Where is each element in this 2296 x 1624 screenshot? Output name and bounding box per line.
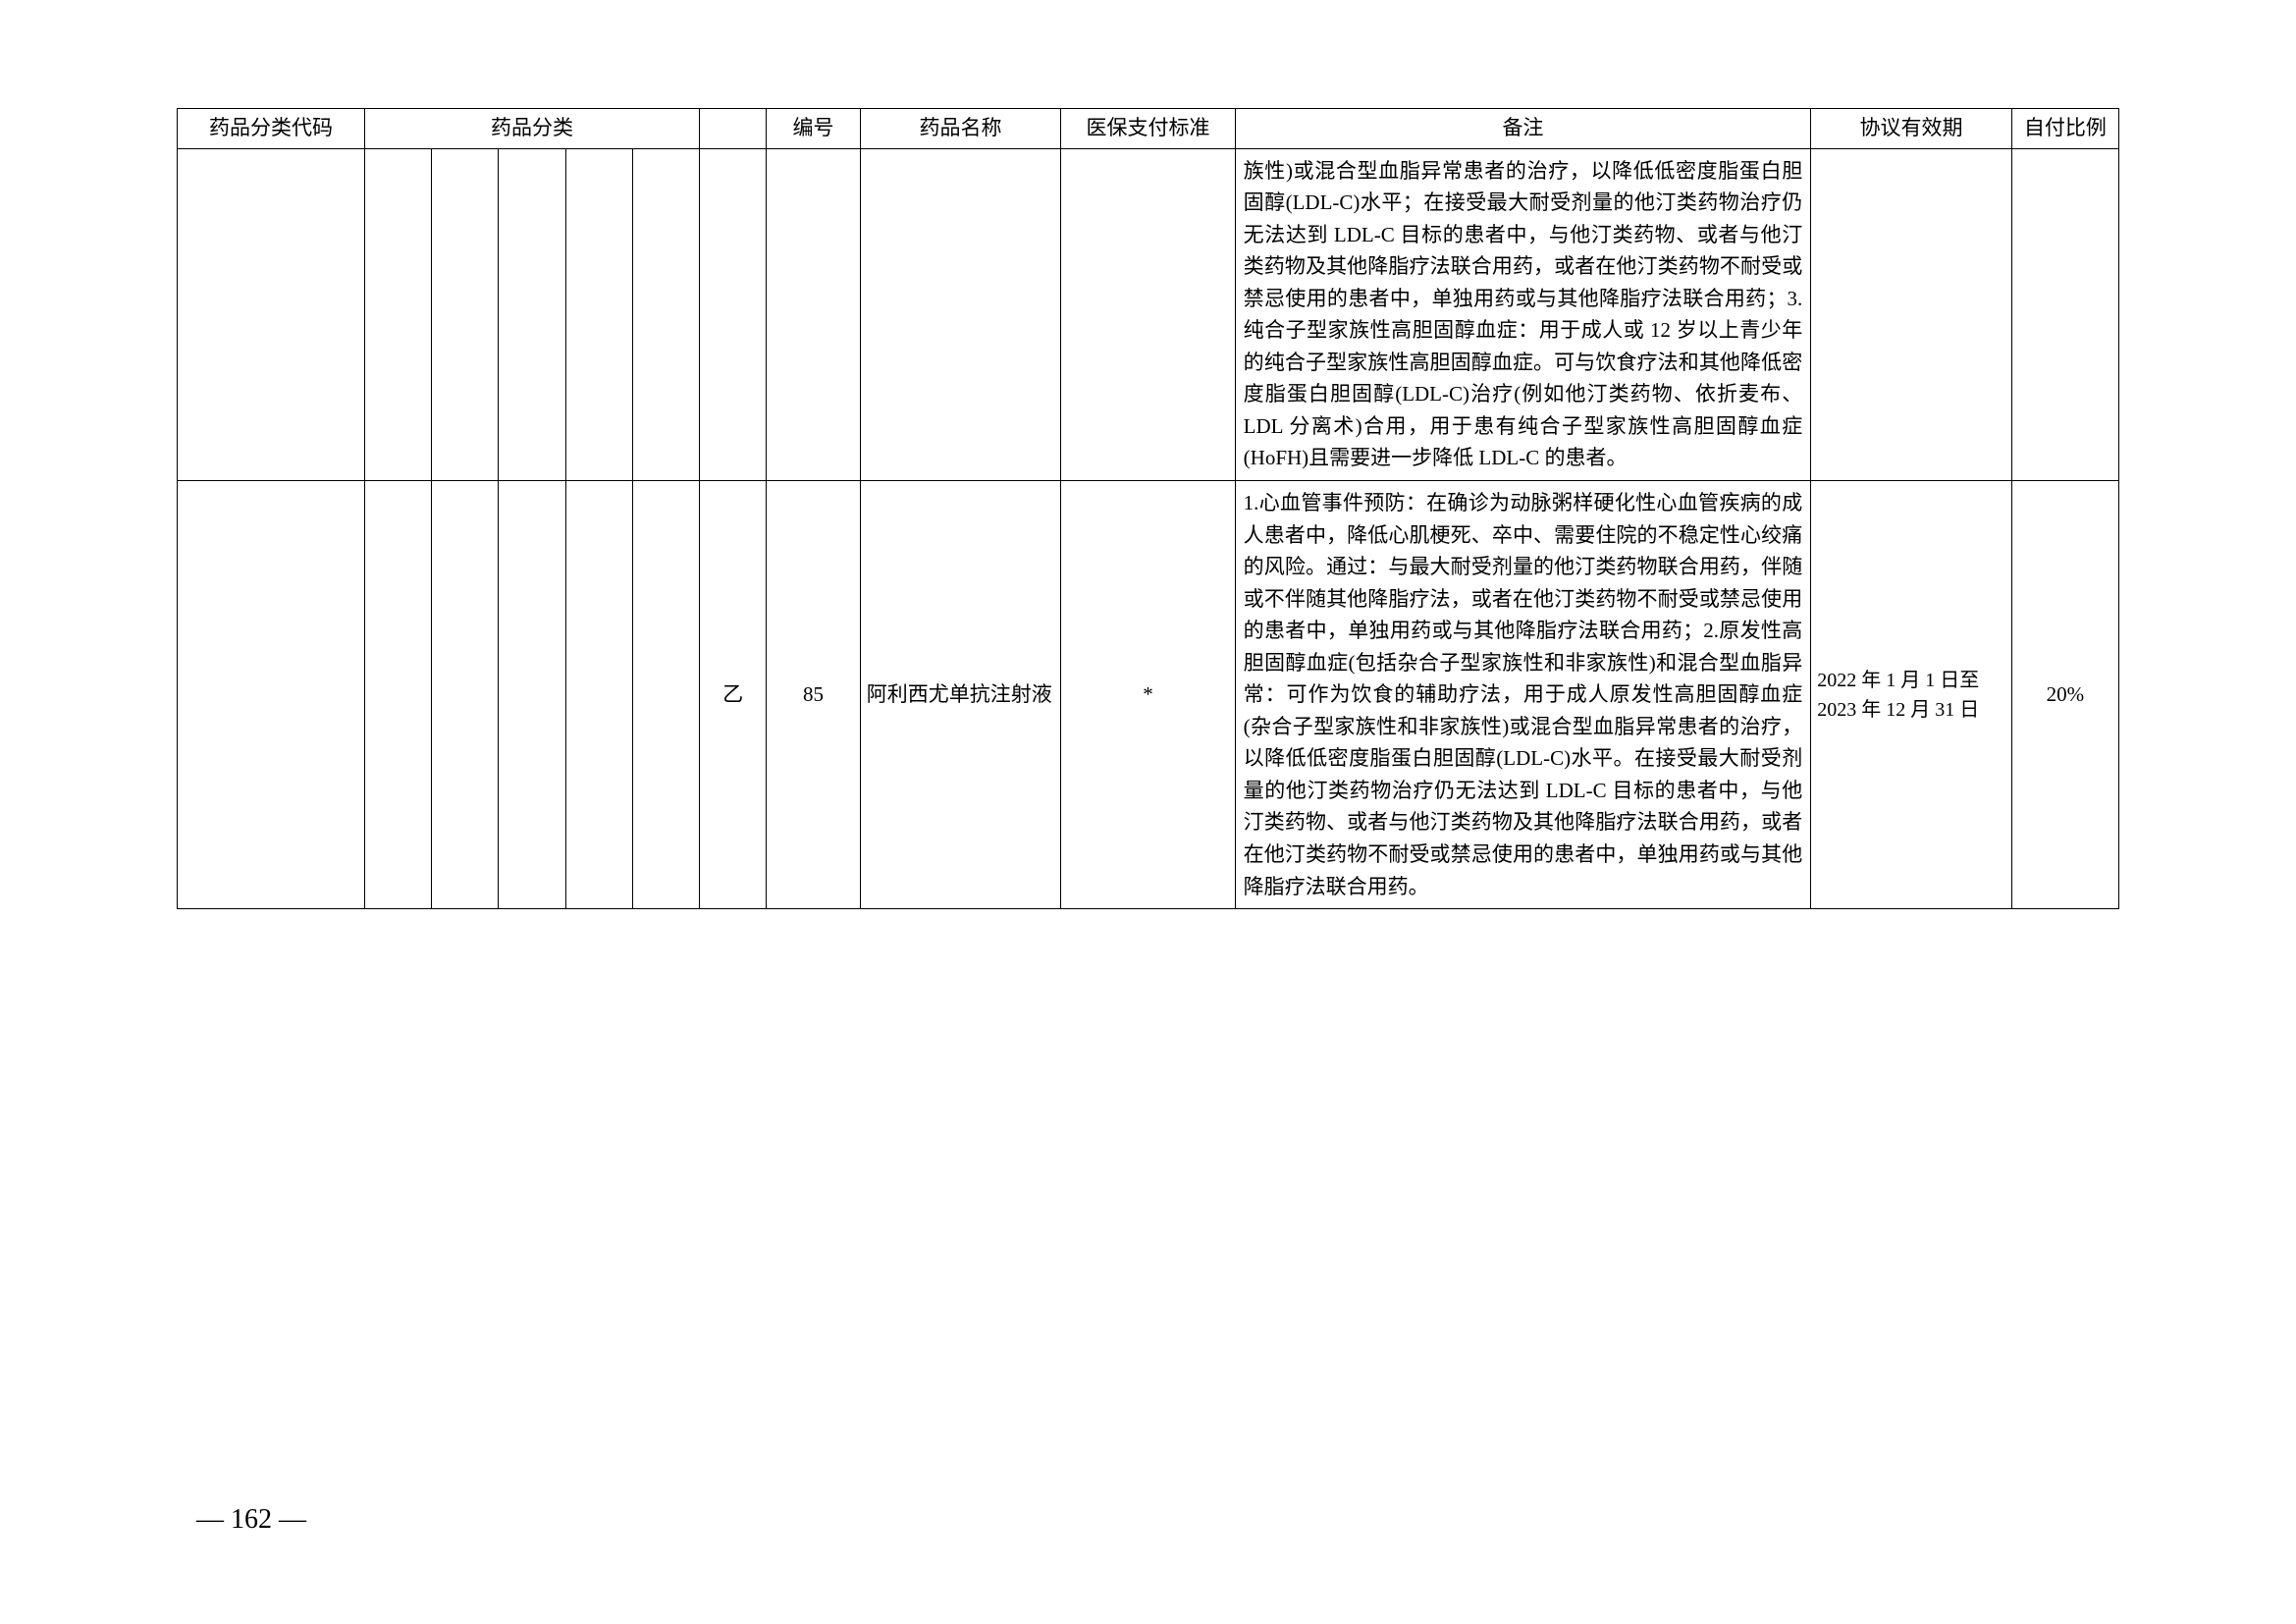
cell-ratio	[2011, 148, 2118, 480]
cell-period: 2022 年 1 月 1 日至2023 年 12 月 31 日	[1811, 480, 2012, 908]
cell-name: 阿利西尤单抗注射液	[860, 480, 1061, 908]
cell-cat5	[632, 480, 699, 908]
header-row: 药品分类代码 药品分类 编号 药品名称 医保支付标准 备注 协议有效期 自付比例	[178, 109, 2119, 149]
page-number: — 162 —	[196, 1504, 306, 1536]
cell-cat3	[499, 148, 565, 480]
cell-cat4	[565, 480, 632, 908]
cell-num: 85	[767, 480, 860, 908]
cell-class: 乙	[700, 480, 767, 908]
table-header: 药品分类代码 药品分类 编号 药品名称 医保支付标准 备注 协议有效期 自付比例	[178, 109, 2119, 149]
cell-remark: 族性)或混合型血脂异常患者的治疗，以降低低密度脂蛋白胆固醇(LDL-C)水平；在…	[1235, 148, 1811, 480]
cell-cat4	[565, 148, 632, 480]
cell-cat1	[364, 480, 431, 908]
header-std: 医保支付标准	[1061, 109, 1235, 149]
cell-remark: 1.心血管事件预防：在确诊为动脉粥样硬化性心血管疾病的成人患者中，降低心肌梗死、…	[1235, 480, 1811, 908]
cell-cat5	[632, 148, 699, 480]
cell-class	[700, 148, 767, 480]
header-num: 编号	[767, 109, 860, 149]
header-remark: 备注	[1235, 109, 1811, 149]
header-period: 协议有效期	[1811, 109, 2012, 149]
cell-name	[860, 148, 1061, 480]
cell-cat2	[432, 148, 499, 480]
table-body: 族性)或混合型血脂异常患者的治疗，以降低低密度脂蛋白胆固醇(LDL-C)水平；在…	[178, 148, 2119, 909]
cell-code	[178, 480, 365, 908]
cell-std	[1061, 148, 1235, 480]
cell-num	[767, 148, 860, 480]
cell-cat3	[499, 480, 565, 908]
table-row: 族性)或混合型血脂异常患者的治疗，以降低低密度脂蛋白胆固醇(LDL-C)水平；在…	[178, 148, 2119, 480]
cell-cat2	[432, 480, 499, 908]
header-category: 药品分类	[364, 109, 699, 149]
drug-table: 药品分类代码 药品分类 编号 药品名称 医保支付标准 备注 协议有效期 自付比例	[177, 108, 2119, 909]
cell-ratio: 20%	[2011, 480, 2118, 908]
cell-period	[1811, 148, 2012, 480]
header-name: 药品名称	[860, 109, 1061, 149]
header-code: 药品分类代码	[178, 109, 365, 149]
cell-code	[178, 148, 365, 480]
header-ratio: 自付比例	[2011, 109, 2118, 149]
header-class-spacer	[700, 109, 767, 149]
page-container: 药品分类代码 药品分类 编号 药品名称 医保支付标准 备注 协议有效期 自付比例	[0, 0, 2296, 909]
cell-cat1	[364, 148, 431, 480]
table-row: 乙 85 阿利西尤单抗注射液 * 1.心血管事件预防：在确诊为动脉粥样硬化性心血…	[178, 480, 2119, 908]
cell-std: *	[1061, 480, 1235, 908]
